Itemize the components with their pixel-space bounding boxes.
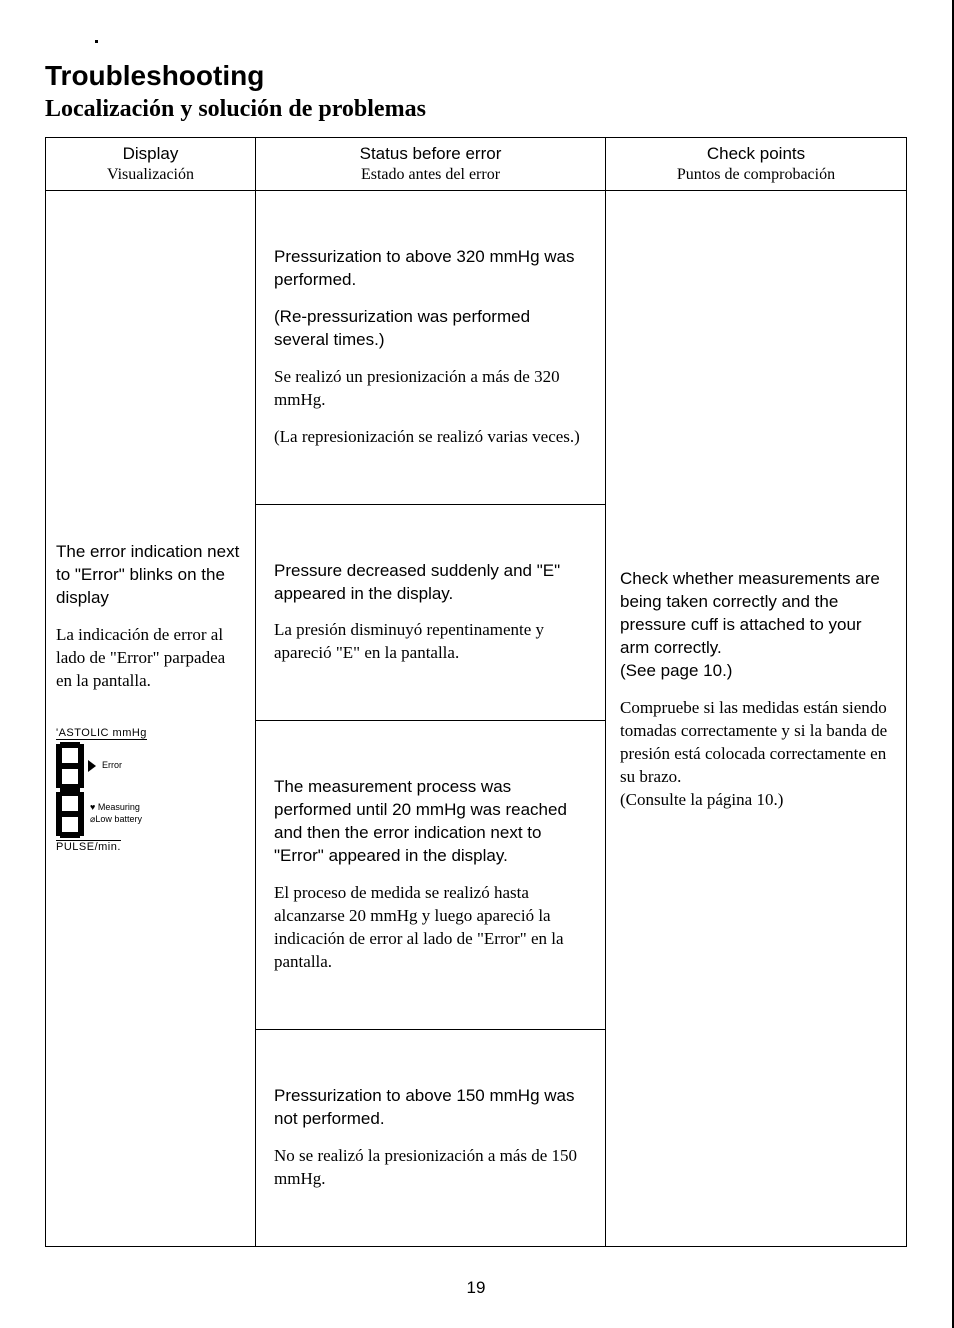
table-header-row: Display Visualización Status before erro… bbox=[46, 138, 907, 191]
display-text-es: La indicación de error al lado de "Error… bbox=[56, 624, 245, 693]
header-check: Check points Puntos de comprobación bbox=[606, 138, 907, 191]
heading-en: Troubleshooting bbox=[45, 60, 907, 92]
page-number: 19 bbox=[0, 1278, 952, 1298]
status-block-3: The measurement process was performed un… bbox=[256, 721, 605, 1030]
status-4-es: No se realizó la presionización a más de… bbox=[274, 1145, 587, 1191]
troubleshoot-table: Display Visualización Status before erro… bbox=[45, 137, 907, 1247]
seven-segment-digit bbox=[56, 742, 84, 790]
check-es: Compruebe si las medidas están siendo to… bbox=[620, 697, 892, 812]
lcd-lowbatt-label: Low battery bbox=[95, 814, 142, 824]
status-3-es: El proceso de medida se realizó hasta al… bbox=[274, 882, 587, 974]
seven-segment-digit bbox=[56, 790, 84, 838]
artifact-dot bbox=[95, 40, 98, 43]
lcd-error-label: Error bbox=[102, 760, 122, 772]
table-body-row: The error indication next to "Error" bli… bbox=[46, 191, 907, 1247]
heart-icon: ♥ bbox=[90, 802, 95, 814]
lcd-graphic: 'ASTOLIC mmHg Error bbox=[56, 727, 245, 853]
lcd-top-label: 'ASTOLIC mmHg bbox=[56, 727, 147, 740]
display-text-en: The error indication next to "Error" bli… bbox=[56, 541, 245, 610]
header-check-en: Check points bbox=[707, 144, 805, 163]
header-check-es: Puntos de comprobación bbox=[610, 166, 902, 184]
heading-es: Localización y solución de problemas bbox=[45, 96, 907, 123]
header-status-es: Estado antes del error bbox=[260, 166, 601, 184]
status-2-en: Pressure decreased suddenly and "E" appe… bbox=[274, 560, 587, 606]
triangle-icon bbox=[88, 760, 96, 772]
status-block-2: Pressure decreased suddenly and "E" appe… bbox=[256, 505, 605, 722]
status-4-en: Pressurization to above 150 mmHg was not… bbox=[274, 1085, 587, 1131]
display-cell: The error indication next to "Error" bli… bbox=[46, 191, 256, 1247]
status-1-en-l1: Pressurization to above 320 mmHg was per… bbox=[274, 246, 587, 292]
page: Troubleshooting Localización y solución … bbox=[0, 0, 954, 1328]
lcd-side-labels: Error bbox=[102, 760, 122, 772]
lcd-measuring-label: Measuring bbox=[98, 802, 140, 812]
status-block-4: Pressurization to above 150 mmHg was not… bbox=[256, 1030, 605, 1246]
lcd-side-labels: ♥ Measuring ⌀Low battery bbox=[90, 802, 142, 825]
header-display-en: Display bbox=[123, 144, 179, 163]
header-status: Status before error Estado antes del err… bbox=[256, 138, 606, 191]
display-text: The error indication next to "Error" bli… bbox=[56, 541, 245, 707]
check-cell: Check whether measurements are being tak… bbox=[606, 191, 907, 1247]
header-display: Display Visualización bbox=[46, 138, 256, 191]
header-status-en: Status before error bbox=[360, 144, 502, 163]
check-en: Check whether measurements are being tak… bbox=[620, 568, 892, 683]
header-display-es: Visualización bbox=[50, 166, 251, 184]
status-3-en: The measurement process was performed un… bbox=[274, 776, 587, 868]
status-1-es-l1: Se realizó un presionización a más de 32… bbox=[274, 366, 587, 412]
status-1-en-l2: (Re-pressurization was performed several… bbox=[274, 306, 587, 352]
lcd-bottom-label: PULSE/min. bbox=[56, 840, 121, 853]
status-1-es-l2: (La represionización se realizó varias v… bbox=[274, 426, 587, 449]
status-cell: Pressurization to above 320 mmHg was per… bbox=[256, 191, 606, 1247]
status-block-1: Pressurization to above 320 mmHg was per… bbox=[256, 191, 605, 505]
status-2-es: La presión disminuyó repentinamente y ap… bbox=[274, 619, 587, 665]
